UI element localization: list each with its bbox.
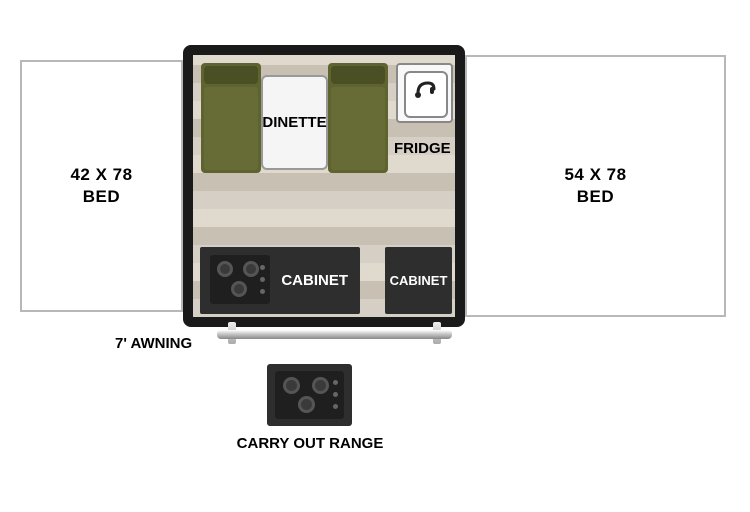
- dinette-seat-left: [201, 63, 261, 173]
- dinette-label: DINETTE: [262, 114, 326, 131]
- carry-out-stove: [275, 371, 344, 419]
- stove-interior: [210, 255, 270, 304]
- awning-bar: [217, 330, 452, 339]
- cabinet-right: CABINET: [385, 247, 452, 314]
- carry-out-range: [267, 364, 352, 426]
- faucet-icon: [412, 75, 440, 103]
- awning-label: 7' AWNING: [115, 335, 192, 352]
- left-bed: 42 X 78 BED: [20, 60, 183, 312]
- dinette-table: DINETTE: [261, 75, 328, 170]
- carry-out-range-label: CARRY OUT RANGE: [225, 435, 395, 452]
- right-bed-label: 54 X 78 BED: [564, 164, 626, 208]
- trailer-body: DINETTE FRIDGE CABINET CABINET: [183, 45, 465, 327]
- dinette-seat-right: [328, 63, 388, 173]
- sink-counter: [396, 63, 453, 123]
- fridge-label: FRIDGE: [394, 140, 451, 157]
- cabinet-right-label: CABINET: [390, 273, 448, 288]
- left-bed-label: 42 X 78 BED: [70, 164, 132, 208]
- right-bed: 54 X 78 BED: [465, 55, 726, 317]
- cabinet-left-label: CABINET: [281, 272, 348, 289]
